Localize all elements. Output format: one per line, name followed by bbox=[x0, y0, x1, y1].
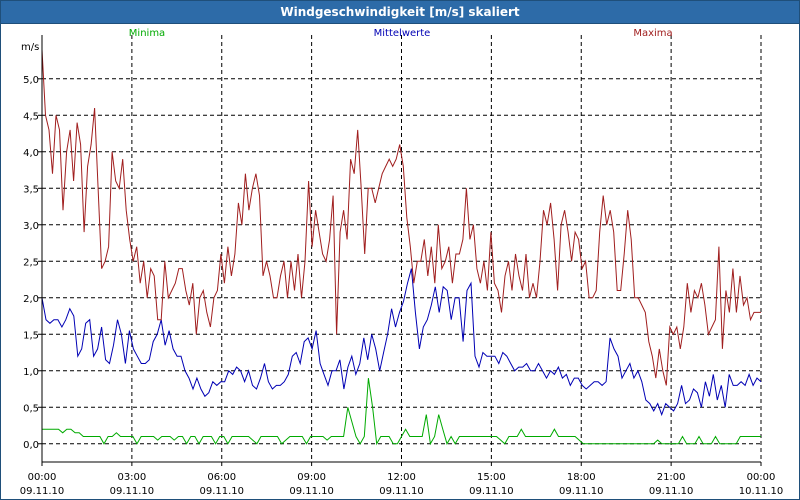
x-tick-time-3: 09:00 bbox=[297, 472, 326, 483]
grid-lines bbox=[42, 35, 762, 462]
x-tick-time-6: 18:00 bbox=[567, 472, 596, 483]
legend-maxima: Maxima bbox=[633, 28, 672, 39]
x-tick-time-4: 12:00 bbox=[387, 472, 416, 483]
x-tick-date-4: 09.11.10 bbox=[379, 486, 424, 497]
y-tick-label-0: 0,0 bbox=[23, 440, 39, 451]
x-tick-date-8: 10.11.10 bbox=[739, 486, 784, 497]
window-title: Windgeschwindigkeit [m/s] skaliert bbox=[1, 1, 799, 24]
y-tick-label-4: 2,0 bbox=[23, 294, 39, 305]
wind-speed-chart: 0,00,51,01,52,02,53,03,54,04,55,0 00:000… bbox=[20, 28, 784, 497]
series-line-mittelwerte bbox=[41, 268, 762, 417]
x-tick-date-2: 09.11.10 bbox=[199, 486, 244, 497]
y-tick-label-3: 1,5 bbox=[23, 330, 39, 341]
y-tick-label-8: 4,0 bbox=[23, 148, 39, 159]
y-tick-label-9: 4,5 bbox=[23, 111, 39, 122]
legend-mittelwerte: Mittelwerte bbox=[374, 28, 431, 39]
y-tick-label-2: 1,0 bbox=[23, 367, 39, 378]
y-tick-label-5: 2,5 bbox=[23, 257, 39, 268]
x-tick-time-7: 21:00 bbox=[657, 472, 686, 483]
series-line-minima bbox=[42, 378, 761, 446]
x-tick-date-0: 09.11.10 bbox=[20, 486, 65, 497]
x-axis-ticks: 00:00 09.11.10 03:00 09.11.10 06:00 09.11.10 0… bbox=[20, 462, 784, 497]
x-tick-time-0: 00:00 bbox=[28, 472, 57, 483]
x-tick-time-5: 15:00 bbox=[477, 472, 506, 483]
series-line-maxima bbox=[41, 49, 761, 386]
y-axis-ticks: 0,0 0,5 1,0 1,5 2,0 2,5 3,0 3,5 4,0 4,5 5,0 bbox=[23, 75, 42, 451]
x-tick-time-2: 06:00 bbox=[207, 472, 236, 483]
y-axis-label: m/s bbox=[21, 42, 39, 53]
y-tick-label-7: 3,5 bbox=[23, 184, 39, 195]
x-tick-date-7: 09.11.10 bbox=[649, 486, 694, 497]
y-tick-label-6: 3,0 bbox=[23, 221, 39, 232]
x-tick-date-1: 09.11.10 bbox=[110, 486, 155, 497]
y-tick-label-1: 0,5 bbox=[23, 403, 39, 414]
x-tick-date-6: 09.11.10 bbox=[559, 486, 604, 497]
x-tick-date-3: 09.11.10 bbox=[289, 486, 334, 497]
y-tick-label-10: 5,0 bbox=[23, 75, 39, 86]
series-lines bbox=[41, 49, 762, 446]
x-tick-date-5: 09.11.10 bbox=[469, 486, 514, 497]
x-tick-time-8: 00:00 bbox=[747, 472, 776, 483]
legend-minima: Minima bbox=[129, 28, 165, 39]
x-tick-time-1: 03:00 bbox=[117, 472, 146, 483]
